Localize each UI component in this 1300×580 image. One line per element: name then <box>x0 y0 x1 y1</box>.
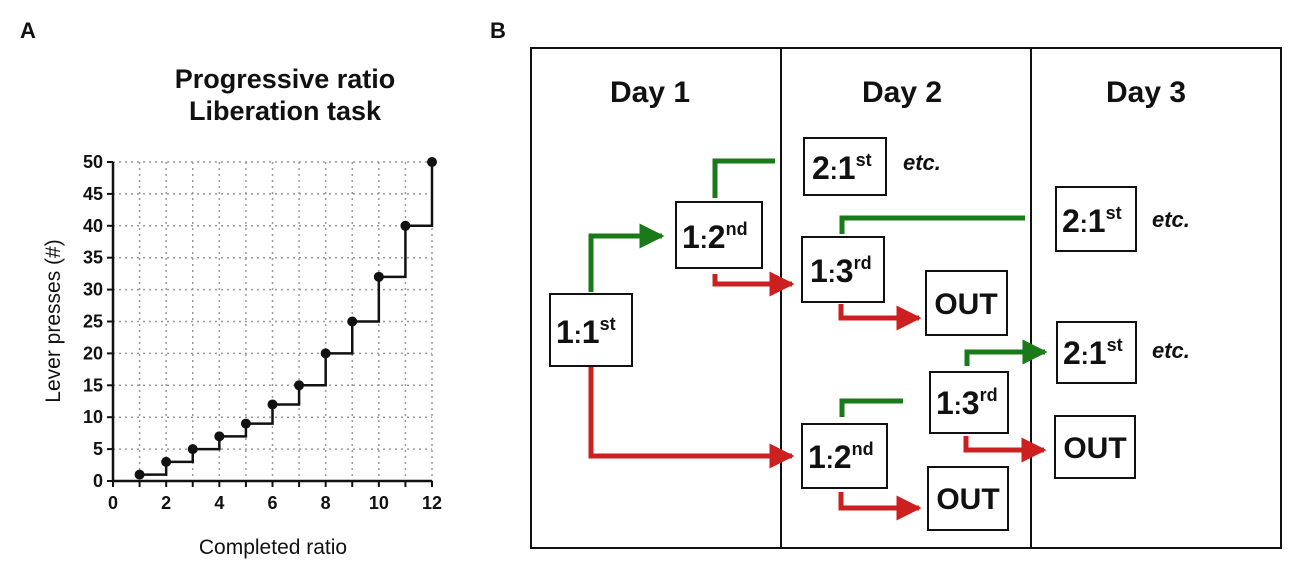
out-label: OUT <box>936 483 999 516</box>
node-label: 1:3rd <box>936 385 998 421</box>
data-point <box>294 380 305 391</box>
y-tick-label: 15 <box>83 375 103 395</box>
node-d2-2-1st: 2:1st etc. <box>803 137 941 196</box>
out-box-d3: OUT <box>1054 415 1136 479</box>
y-tick-label: 30 <box>83 280 103 300</box>
out-label: OUT <box>934 288 997 321</box>
arrow-d2-to-d3-bottom <box>964 339 1048 366</box>
out-box-d2-top: OUT <box>925 270 1008 336</box>
day-1-label: Day 1 <box>610 76 690 109</box>
y-tick-label: 35 <box>83 248 103 268</box>
etc-label: etc. <box>1152 338 1190 363</box>
day-3-label: Day 3 <box>1106 76 1186 109</box>
data-point <box>347 316 358 327</box>
node-d2-1-3rd-bottom: 1:3rd <box>929 371 1009 434</box>
data-point <box>427 157 437 167</box>
x-axis-title: Completed ratio <box>199 536 347 559</box>
node-label: 2:1st <box>1062 203 1122 239</box>
x-tick-label: 10 <box>369 493 389 513</box>
diagram-frame <box>530 47 1282 549</box>
x-tick-label: 8 <box>321 493 331 513</box>
y-tick-label: 25 <box>83 312 103 332</box>
node-label: 1:3rd <box>810 253 872 289</box>
x-tick-label: 2 <box>161 493 171 513</box>
arrow-d2-out-bottom <box>838 492 922 521</box>
node-label: 1:1st <box>556 314 616 350</box>
etc-label: etc. <box>903 150 941 175</box>
x-tick-label: 12 <box>422 493 442 513</box>
data-point <box>134 469 145 480</box>
day-2-label: Day 2 <box>862 76 942 109</box>
x-tick-label: 4 <box>214 493 224 513</box>
data-point <box>400 220 411 231</box>
y-tick-label: 5 <box>93 439 103 459</box>
data-point <box>240 418 251 429</box>
data-point <box>214 431 225 442</box>
x-tick-label: 6 <box>267 493 277 513</box>
y-tick-label: 40 <box>83 216 103 236</box>
y-tick-label: 20 <box>83 343 103 363</box>
y-tick-label: 0 <box>93 471 103 491</box>
arrow-d2-out-top <box>838 304 922 331</box>
arrow-d1-fail-bottom <box>588 366 795 469</box>
schedule-nodes: 1:1st 1:2nd 2:1st etc. 1:3rd 1:2nd <box>549 137 1190 531</box>
node-d2-1-3rd-top: 1:3rd <box>801 236 885 303</box>
x-tick-label: 0 <box>108 493 118 513</box>
node-d2-1-2nd-bottom: 1:2nd <box>801 423 888 489</box>
chart-ticks: 0 5 10 15 20 25 30 35 40 45 50 0 2 4 6 8 10 12 <box>83 152 442 513</box>
data-point <box>373 271 384 282</box>
data-point <box>187 444 198 455</box>
line-d1-to-d2 <box>712 158 775 198</box>
node-label: 1:2nd <box>808 439 874 475</box>
panel-b-letter: B <box>490 18 506 43</box>
arrow-d1-advance <box>588 223 665 292</box>
node-label: 2:1st <box>812 150 872 186</box>
y-tick-label: 10 <box>83 407 103 427</box>
node-d1-1-2nd: 1:2nd <box>675 201 763 269</box>
data-point <box>267 399 278 410</box>
chart-title-line1: Progressive ratio <box>174 64 396 94</box>
data-point <box>320 348 331 359</box>
chart-title-line2: Liberation task <box>188 96 382 126</box>
data-point <box>161 456 172 467</box>
y-axis-title: Lever presses (#) <box>42 239 65 402</box>
arrow-d2-to-d3-out <box>963 436 1047 463</box>
node-d3-2-1st-bottom: 2:1st etc. <box>1056 321 1190 384</box>
y-tick-label: 45 <box>83 184 103 204</box>
y-tick-label: 50 <box>83 152 103 172</box>
chart-series <box>134 157 437 480</box>
node-d1-1-1st: 1:1st <box>549 293 633 367</box>
advance-arrows <box>588 158 1048 417</box>
panel-a-letter: A <box>20 18 36 43</box>
arrow-d1-fail-top <box>712 271 795 297</box>
node-label: 2:1st <box>1063 335 1123 371</box>
line-d2-bottom-advance <box>839 398 903 417</box>
fail-arrows <box>588 271 1047 521</box>
progressive-ratio-chart: 0 5 10 15 20 25 30 35 40 45 50 0 2 4 6 8 10 12 Completed … <box>42 152 442 559</box>
out-label: OUT <box>1063 432 1126 465</box>
node-d3-2-1st-top: 2:1st etc. <box>1055 186 1190 252</box>
etc-label: etc. <box>1152 207 1190 232</box>
node-label: 1:2nd <box>682 219 748 255</box>
line-d2-to-d3-top <box>839 215 1025 234</box>
out-box-d2-bottom: OUT <box>927 466 1009 531</box>
chart-grid <box>113 161 433 481</box>
